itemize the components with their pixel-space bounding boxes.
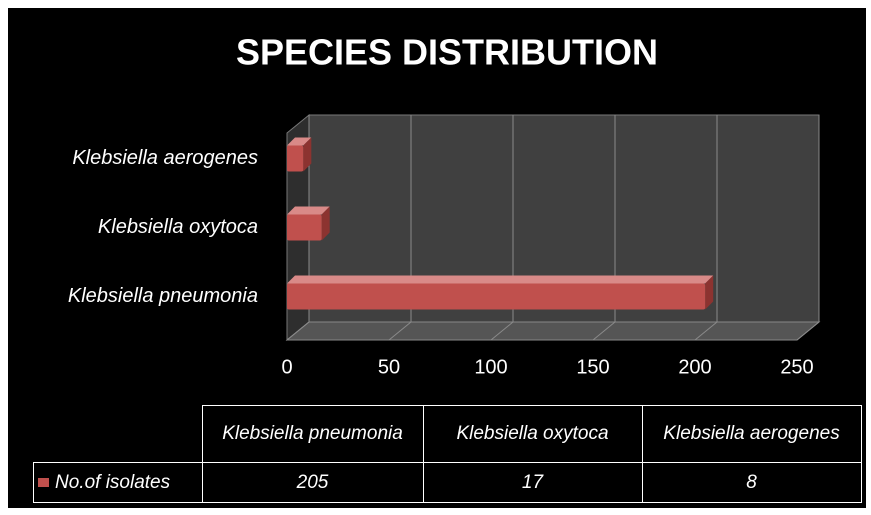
- x-tick-label: 0: [281, 356, 292, 378]
- bar: [287, 145, 304, 172]
- y-tick-label: Klebsiella oxytoca: [98, 216, 258, 238]
- x-tick-label: 150: [576, 356, 609, 378]
- bar: [287, 283, 706, 310]
- floor: [285, 321, 821, 341]
- legend-label: No.of isolates: [55, 471, 171, 493]
- floor-line: [286, 321, 310, 341]
- x-tick-label: 50: [378, 356, 400, 378]
- bar: [287, 214, 322, 241]
- data-table: Klebsiella pneumonia Klebsiella oxytoca …: [33, 405, 862, 503]
- bar-side: [303, 137, 312, 172]
- table-corner: [34, 406, 203, 463]
- table-header: Klebsiella oxytoca: [422, 405, 643, 463]
- y-tick-label: Klebsiella aerogenes: [72, 147, 258, 169]
- bar-top: [287, 206, 330, 215]
- legend-cell: No.of isolates: [33, 462, 203, 503]
- y-tick-label: Klebsiella pneumonia: [68, 285, 258, 307]
- floor-line: [592, 321, 616, 341]
- x-tick-label: 200: [678, 356, 711, 378]
- table-header: Klebsiella pneumonia: [201, 405, 424, 463]
- table-header: Klebsiella aerogenes: [641, 405, 862, 463]
- x-tick-label: 250: [780, 356, 813, 378]
- bar-top: [287, 137, 312, 146]
- x-tick-label: 100: [474, 356, 507, 378]
- bar-side: [705, 275, 714, 310]
- floor-line: [490, 321, 514, 341]
- bar-top: [287, 275, 714, 284]
- table-value: 17: [422, 462, 643, 503]
- legend-key: [38, 477, 49, 487]
- floor-line: [694, 321, 718, 341]
- bar-side: [321, 206, 330, 241]
- table-value: 8: [641, 462, 862, 503]
- floor-line: [796, 321, 820, 341]
- table-value: 205: [201, 462, 424, 503]
- floor-line: [388, 321, 412, 341]
- chart-title: SPECIES DISTRIBUTION: [236, 32, 658, 73]
